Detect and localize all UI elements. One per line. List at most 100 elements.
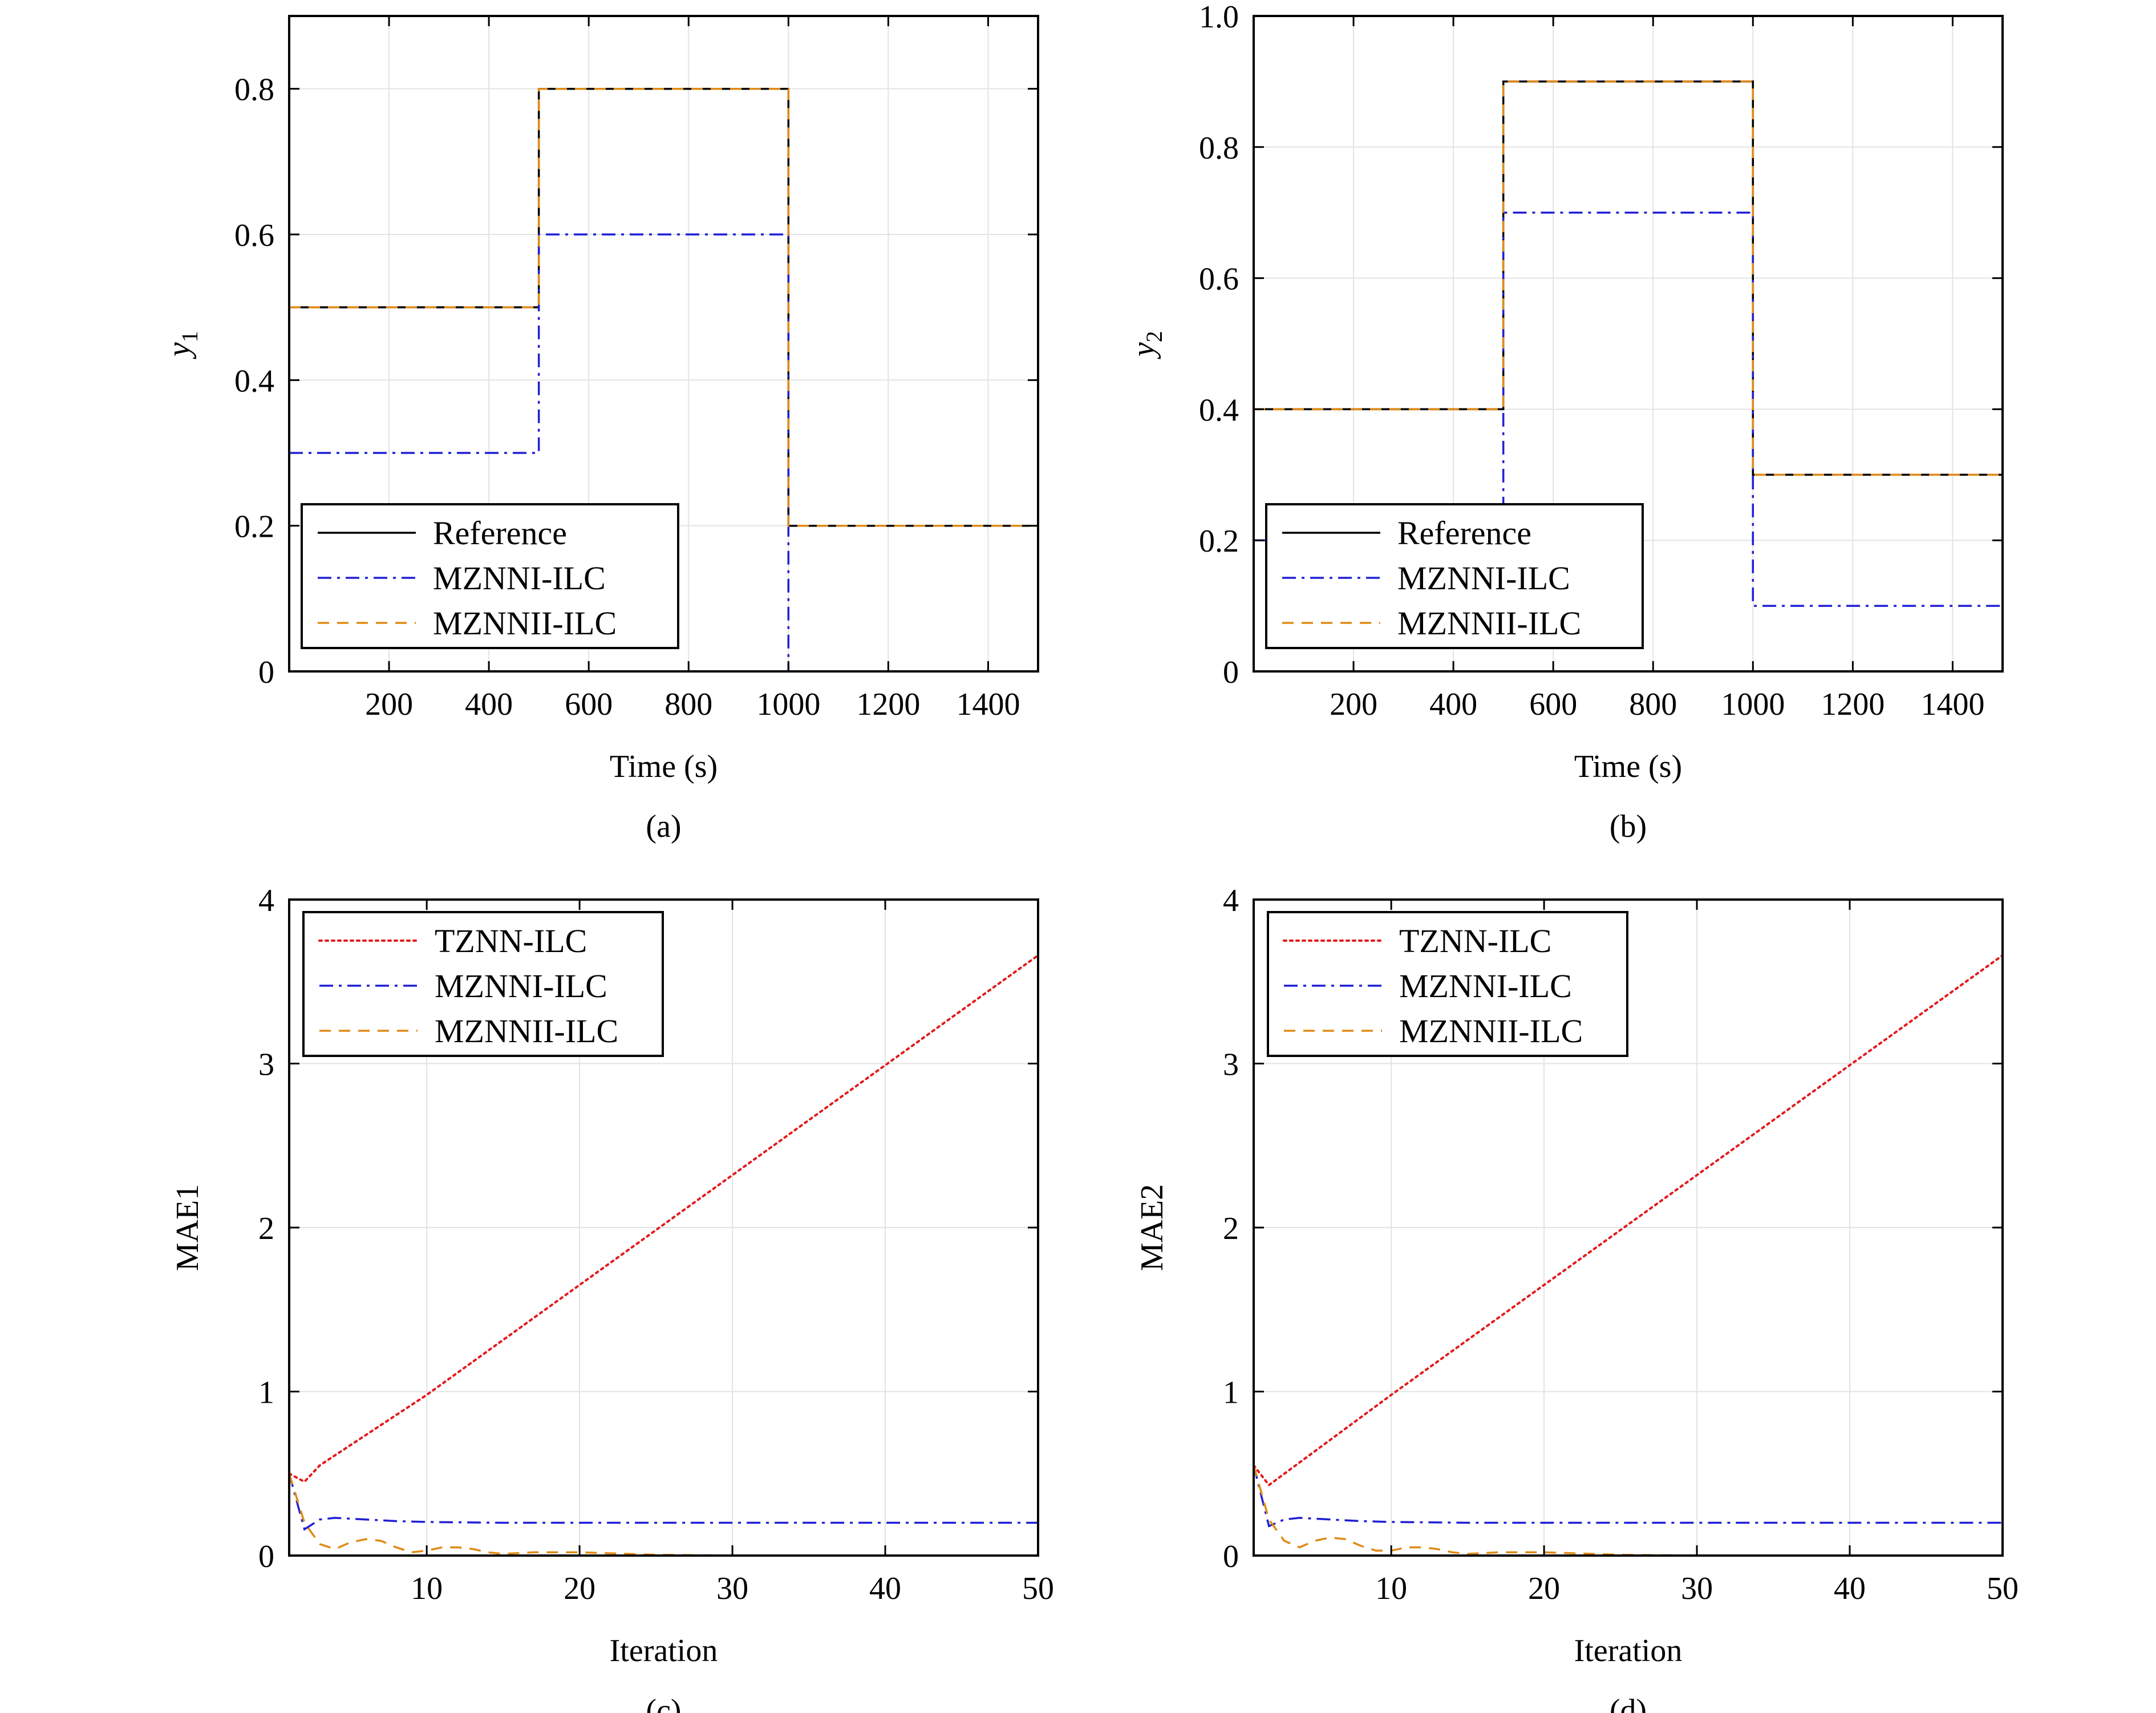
y-tick-label: 0.8 bbox=[234, 72, 274, 108]
legend: Reference MZNNI-ILC MZNNII-ILC bbox=[301, 503, 679, 649]
y-tick-label: 0 bbox=[258, 655, 274, 690]
x-tick-label: 600 bbox=[1529, 687, 1577, 722]
x-tick-label: 1400 bbox=[1920, 687, 1984, 722]
chart-panel-c: 10 20 30 40 50 0 1 2 3 4 Iteration MAE1 (c) TZNN-ILC M… bbox=[170, 883, 1054, 1713]
x-tick-label: 1200 bbox=[856, 687, 920, 722]
x-tick-label: 30 bbox=[716, 1571, 748, 1606]
x-tick-label: 800 bbox=[1629, 687, 1677, 722]
legend-label: TZNN-ILC bbox=[435, 922, 587, 959]
series-line-mznni-ilc bbox=[289, 233, 1038, 671]
y-tick-label: 2 bbox=[1223, 1211, 1239, 1246]
x-axis-title: Time (s) bbox=[610, 749, 718, 784]
x-tick-label: 800 bbox=[664, 687, 712, 722]
x-tick-label: 40 bbox=[1834, 1571, 1866, 1606]
series-group bbox=[1254, 954, 2003, 1556]
legend-label: MZNNI-ILC bbox=[435, 967, 607, 1005]
y-tick-label: 4 bbox=[1223, 883, 1239, 918]
y-axis-title-base: y bbox=[161, 342, 197, 359]
panel-label: (b) bbox=[1610, 809, 1647, 844]
y-tick-label: 0.6 bbox=[234, 218, 274, 253]
series-line-mznnii-ilc bbox=[1254, 80, 2003, 476]
series-line-mznnii-ilc bbox=[1254, 1465, 2003, 1556]
legend-label: MZNNII-ILC bbox=[1399, 1013, 1583, 1050]
legend-label: MZNNII-ILC bbox=[433, 605, 617, 642]
y-tick-label: 0.4 bbox=[1199, 392, 1239, 428]
x-tick-label: 1200 bbox=[1821, 687, 1885, 722]
legend-box bbox=[1265, 503, 1644, 649]
y-axis-title: y2 bbox=[1126, 331, 1167, 359]
legend: TZNN-ILC MZNNI-ILC MZNNII-ILC bbox=[1267, 911, 1628, 1057]
y-tick-label: 0.8 bbox=[1199, 131, 1239, 166]
series-line-mznnii-ilc bbox=[289, 1473, 1038, 1556]
x-tick-label: 600 bbox=[565, 687, 613, 722]
series-line-mznnii-ilc bbox=[289, 87, 1038, 527]
x-tick-label: 1000 bbox=[1721, 687, 1785, 722]
y-tick-label: 0.6 bbox=[1199, 262, 1239, 297]
series-line-mznni-ilc bbox=[1254, 1465, 2003, 1528]
y-tick-label: 1.0 bbox=[1199, 0, 1239, 35]
y-tick-label: 0 bbox=[1223, 655, 1239, 690]
y-tick-label: 0.4 bbox=[234, 363, 274, 399]
y-axis-title-subscript: 2 bbox=[1141, 331, 1167, 342]
axes-frame bbox=[1253, 15, 2004, 673]
x-tick-label: 200 bbox=[365, 687, 413, 722]
legend-box bbox=[1267, 911, 1628, 1057]
y-tick-label: 3 bbox=[1223, 1047, 1239, 1083]
legend-label: Reference bbox=[433, 515, 567, 552]
x-tick-label: 1000 bbox=[756, 687, 820, 722]
series-group bbox=[289, 954, 1038, 1556]
x-tick-label: 400 bbox=[465, 687, 513, 722]
series-line-reference bbox=[289, 87, 1038, 527]
x-tick-label: 200 bbox=[1330, 687, 1377, 722]
legend-label: MZNNII-ILC bbox=[1397, 605, 1581, 642]
x-axis-title: Iteration bbox=[1574, 1633, 1683, 1669]
y-axis-title: MAE2 bbox=[1134, 1184, 1170, 1271]
y-tick-label: 3 bbox=[258, 1047, 274, 1083]
chart-panel-a: 200 400 600 800 1000 1200 1400 0 0.2 0.4 0.6 0.8 Tim… bbox=[161, 15, 1039, 844]
x-tick-label: 20 bbox=[564, 1571, 595, 1606]
y-tick-label: 4 bbox=[258, 883, 274, 918]
series-group bbox=[289, 87, 1038, 671]
legend-label: MZNNI-ILC bbox=[1397, 560, 1570, 597]
series-line-tznn-ilc bbox=[1254, 954, 2003, 1487]
legend-label: TZNN-ILC bbox=[1399, 922, 1551, 959]
series-line-tznn-ilc bbox=[289, 954, 1038, 1484]
panel-label: (a) bbox=[646, 809, 681, 844]
x-tick-label: 10 bbox=[411, 1571, 443, 1606]
x-tick-label: 30 bbox=[1681, 1571, 1713, 1606]
panel-label: (d) bbox=[1610, 1693, 1647, 1713]
y-axis-title-base: y bbox=[1126, 342, 1161, 359]
x-tick-label: 1400 bbox=[956, 687, 1020, 722]
legend-label: MZNNI-ILC bbox=[1399, 967, 1572, 1005]
x-axis-title: Iteration bbox=[610, 1633, 718, 1669]
y-tick-label: 0 bbox=[258, 1539, 274, 1574]
y-axis-title: y1 bbox=[161, 331, 202, 359]
x-tick-label: 50 bbox=[1987, 1571, 2019, 1606]
legend-label: MZNNII-ILC bbox=[435, 1013, 618, 1050]
y-tick-label: 0.2 bbox=[234, 509, 274, 545]
x-tick-label: 50 bbox=[1022, 1571, 1054, 1606]
x-axis-title: Time (s) bbox=[1574, 749, 1682, 784]
legend-box bbox=[302, 911, 664, 1057]
legend-label: Reference bbox=[1397, 515, 1531, 552]
panel-label: (c) bbox=[646, 1693, 681, 1713]
y-tick-label: 0.2 bbox=[1199, 524, 1239, 559]
x-tick-label: 400 bbox=[1429, 687, 1477, 722]
y-axis-title-subscript: 1 bbox=[177, 331, 202, 342]
axes-frame bbox=[288, 15, 1039, 673]
y-tick-label: 1 bbox=[1223, 1375, 1239, 1411]
chart-panel-d: 10 20 30 40 50 0 1 2 3 4 Iteration MAE2 (d) TZNN-ILC M… bbox=[1134, 883, 2019, 1713]
legend: TZNN-ILC MZNNI-ILC MZNNII-ILC bbox=[302, 911, 664, 1057]
legend: Reference MZNNI-ILC MZNNII-ILC bbox=[1265, 503, 1644, 649]
y-tick-label: 0 bbox=[1223, 1539, 1239, 1574]
series-line-mznni-ilc bbox=[289, 1473, 1038, 1531]
y-axis-title: MAE1 bbox=[170, 1184, 205, 1271]
x-tick-label: 40 bbox=[869, 1571, 901, 1606]
legend-box bbox=[301, 503, 679, 649]
y-tick-label: 2 bbox=[258, 1211, 274, 1246]
x-tick-label: 10 bbox=[1375, 1571, 1407, 1606]
chart-panel-b: 200 400 600 800 1000 1200 1400 0 0.2 0.4 0.6 0.8 1.0… bbox=[1126, 0, 2004, 844]
y-tick-label: 1 bbox=[258, 1375, 274, 1411]
legend-label: MZNNI-ILC bbox=[433, 560, 606, 597]
